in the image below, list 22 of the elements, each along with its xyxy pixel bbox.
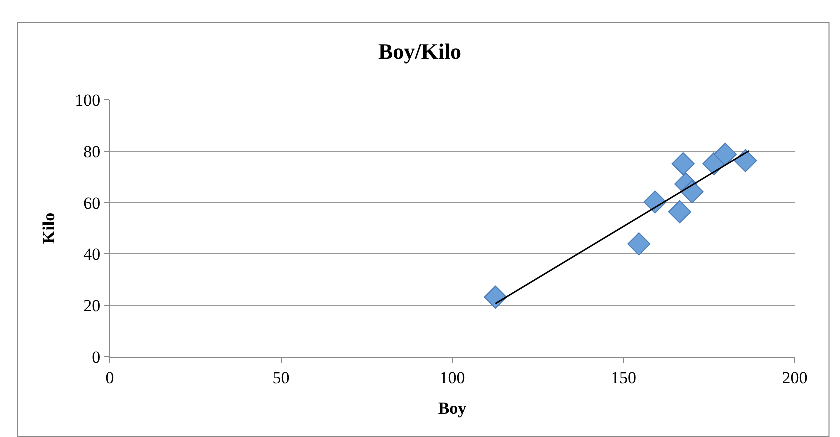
point xyxy=(484,286,508,309)
y-tick-label: 20 xyxy=(84,296,101,316)
point xyxy=(668,200,692,224)
y-tick-label: 40 xyxy=(84,245,101,264)
x-tick-label: 200 xyxy=(782,368,808,388)
point xyxy=(680,180,704,204)
point xyxy=(714,142,738,166)
y-tick-label: 0 xyxy=(92,348,101,367)
point xyxy=(644,190,667,214)
x-axis-title: Boy xyxy=(438,398,468,418)
x-tick-label: 0 xyxy=(106,368,114,388)
y-tick-label: 80 xyxy=(84,142,101,162)
point xyxy=(734,149,758,172)
y-tick-label: 100 xyxy=(75,90,101,110)
chart-title: Boy/Kilo xyxy=(378,39,462,64)
x-tick-label: 100 xyxy=(440,368,466,388)
y-tick-label: 60 xyxy=(84,194,101,213)
point xyxy=(628,232,651,256)
x-tick-label: 150 xyxy=(611,368,636,388)
x-tick-label: 50 xyxy=(272,368,290,388)
y-axis-title: Kilo xyxy=(40,212,59,244)
point xyxy=(672,152,695,176)
